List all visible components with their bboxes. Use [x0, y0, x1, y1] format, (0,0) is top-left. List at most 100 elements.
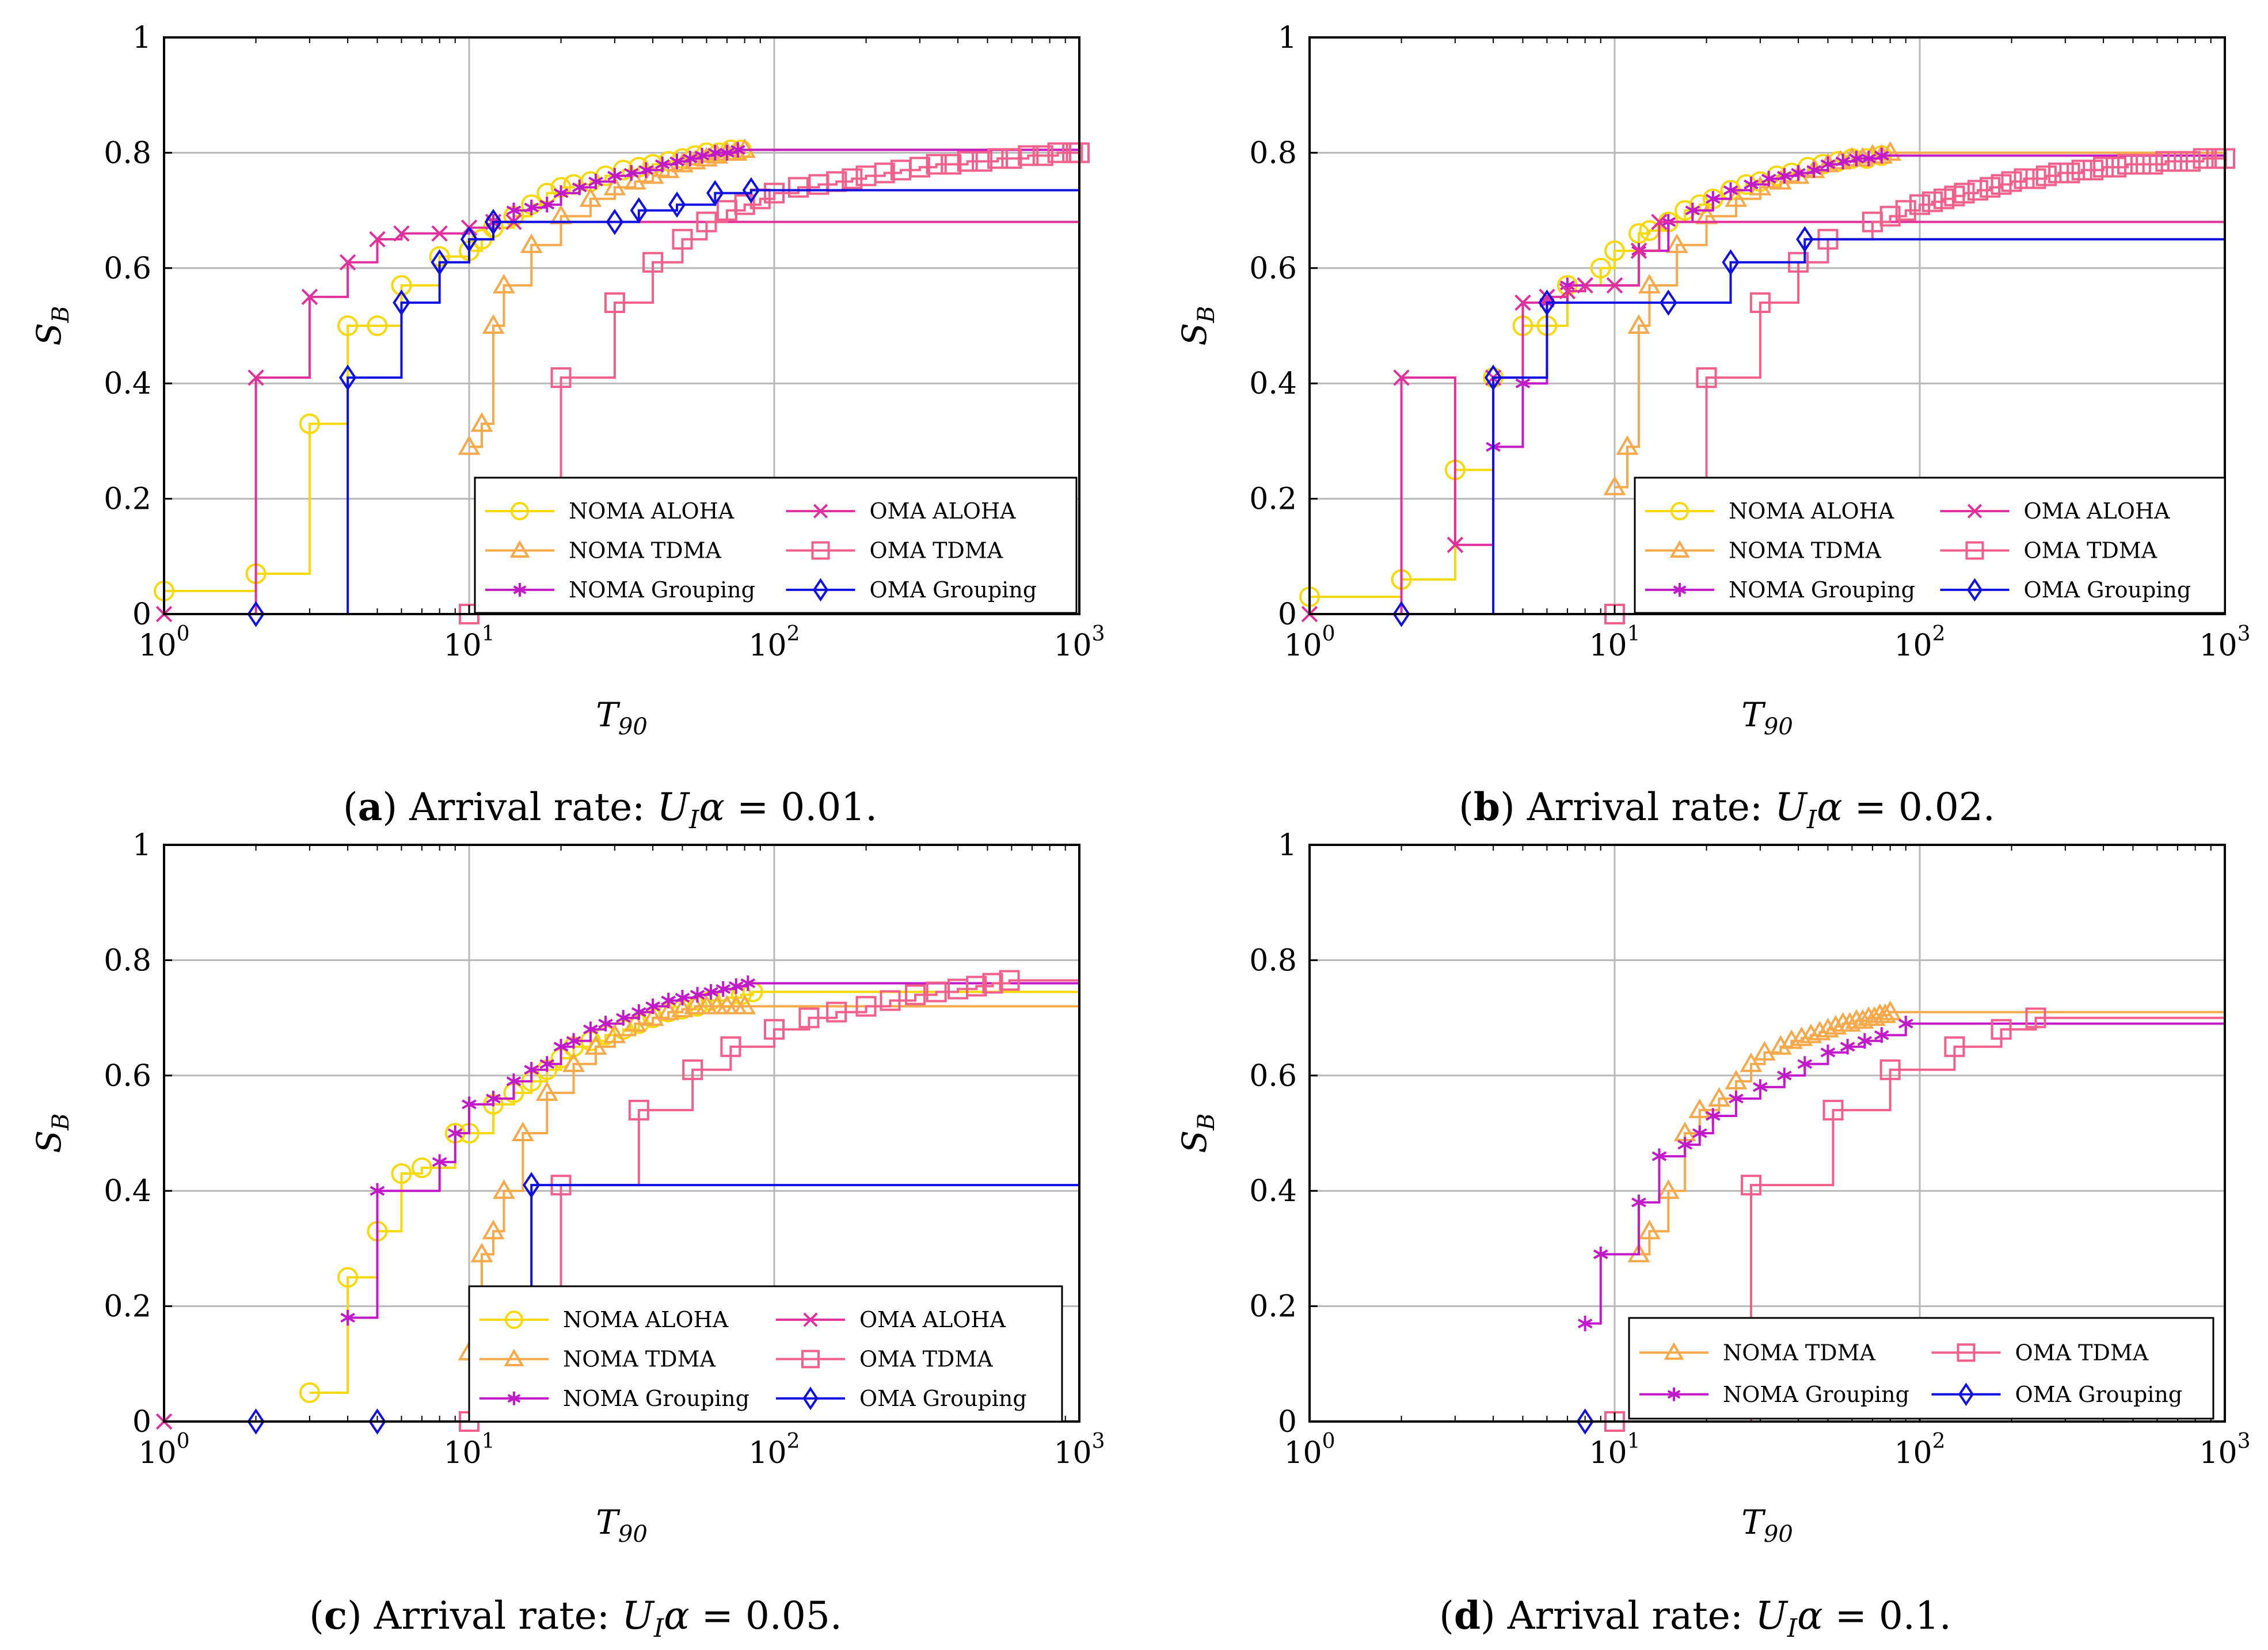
data-point	[2179, 151, 2201, 172]
series-line	[256, 189, 1079, 615]
data-point	[1753, 1079, 1768, 1095]
legend-item: OMA TDMA	[1940, 538, 2157, 563]
y-tick-label: 0.4	[104, 1174, 151, 1209]
y-tick-label: 1	[1278, 21, 1297, 55]
legend-item: NOMA Grouping	[485, 577, 755, 603]
data-point	[1895, 200, 1916, 221]
legend-marker	[1667, 1387, 1681, 1401]
data-point	[740, 975, 756, 992]
legend: NOMA ALOHA NOMA TDMA NOMA Grouping OMA ALOH…	[1634, 477, 2226, 614]
data-point	[1590, 257, 1611, 279]
data-point	[539, 196, 555, 213]
legend-marker	[511, 502, 529, 521]
data-point	[1729, 1091, 1744, 1107]
y-tick-label: 0.6	[1249, 1059, 1297, 1093]
legend-label: OMA Grouping	[2024, 577, 2191, 603]
data-point	[248, 369, 264, 386]
legend-item: NOMA TDMA	[1645, 538, 1882, 563]
data-point	[368, 1408, 386, 1435]
data-point	[1705, 190, 1721, 207]
legend-item: OMA Grouping	[776, 1386, 1027, 1411]
data-point	[506, 203, 522, 219]
legend-item: NOMA Grouping	[1639, 1382, 1909, 1407]
data-point	[1604, 240, 1625, 261]
data-point	[1898, 1016, 1913, 1032]
legend-item: OMA Grouping	[786, 577, 1037, 603]
legend-label: OMA ALOHA	[859, 1307, 1006, 1332]
data-point	[2035, 165, 2057, 186]
legend-item: OMA ALOHA	[786, 498, 1016, 524]
data-point	[247, 601, 265, 627]
data-point	[1628, 223, 1649, 244]
data-point	[730, 142, 745, 158]
data-point	[2193, 148, 2214, 169]
data-point	[826, 1001, 847, 1023]
data-point	[972, 151, 993, 172]
data-point	[301, 288, 318, 306]
data-point	[1879, 205, 1901, 227]
legend-item: NOMA Grouping	[1645, 577, 1915, 603]
data-point	[630, 197, 648, 224]
legend-marker	[513, 582, 527, 597]
data-point	[511, 1121, 534, 1141]
data-point	[683, 150, 698, 167]
data-point	[524, 199, 539, 216]
data-point	[606, 208, 624, 235]
data-point	[1874, 1003, 1897, 1023]
legend: NOMA TDMA NOMA Grouping OMA TDMA OMA Groupi…	[1628, 1317, 2214, 1420]
data-point	[1874, 1027, 1889, 1043]
panel-a: 0 0.2 0.4 0.6 0.8 1 100 101 102 103 T90 SB NOMA ALOH…	[29, 21, 1105, 834]
data-point	[338, 364, 357, 391]
data-point	[603, 1023, 626, 1043]
x-tick-label: 101	[1589, 622, 1640, 663]
data-point	[1954, 182, 1975, 204]
x-tick-label: 102	[1894, 622, 1945, 663]
data-point	[1603, 475, 1626, 496]
data-point	[1631, 1194, 1646, 1210]
data-point	[1991, 1019, 2012, 1040]
x-tick-label: 101	[443, 1430, 494, 1470]
data-point	[2167, 151, 2188, 172]
y-tick-label: 0.2	[104, 482, 151, 517]
data-point	[603, 176, 626, 196]
data-point	[707, 144, 723, 161]
data-point	[1808, 1020, 1831, 1041]
data-point	[1874, 147, 1889, 164]
data-point	[470, 1243, 493, 1263]
legend-label: OMA Grouping	[2015, 1382, 2183, 1407]
data-point	[672, 228, 693, 250]
data-point	[1967, 180, 1988, 201]
y-tick-label: 0.4	[1249, 367, 1297, 401]
x-axis-label: T90	[1741, 1503, 1793, 1548]
legend-item: OMA Grouping	[1940, 577, 2191, 603]
legend-marker	[507, 1391, 521, 1405]
legend-item: NOMA TDMA	[485, 538, 722, 563]
y-tick-label: 0.6	[1249, 251, 1297, 286]
data-point	[966, 975, 987, 997]
data-point	[1790, 1026, 1813, 1046]
panel-caption: (b) Arrival rate: UIα = 0.02.	[1459, 784, 1995, 834]
x-tick-label: 103	[2199, 1430, 2250, 1470]
data-point	[1817, 1018, 1839, 1038]
data-point	[764, 1019, 785, 1040]
series-line	[1401, 238, 2225, 615]
series-oma-tdma	[459, 142, 1090, 624]
data-point	[957, 151, 978, 172]
data-point	[623, 1012, 646, 1032]
y-tick-label: 1	[1278, 828, 1297, 863]
data-point	[1018, 145, 1039, 166]
legend-marker	[802, 1386, 819, 1411]
series-noma-grouping	[1486, 147, 2225, 455]
data-point	[1824, 1015, 1847, 1035]
y-axis-label: SB	[1175, 306, 1220, 345]
data-point	[520, 233, 543, 253]
series-noma-grouping	[1577, 1016, 2225, 1332]
data-point	[1392, 601, 1410, 627]
data-point	[631, 1004, 646, 1020]
data-point	[1484, 364, 1502, 391]
series-line	[1585, 1022, 2225, 1325]
plot-frame	[163, 36, 1080, 615]
data-point	[1749, 292, 1771, 313]
legend-marker	[1967, 504, 1982, 519]
legend-label: NOMA ALOHA	[569, 498, 735, 524]
